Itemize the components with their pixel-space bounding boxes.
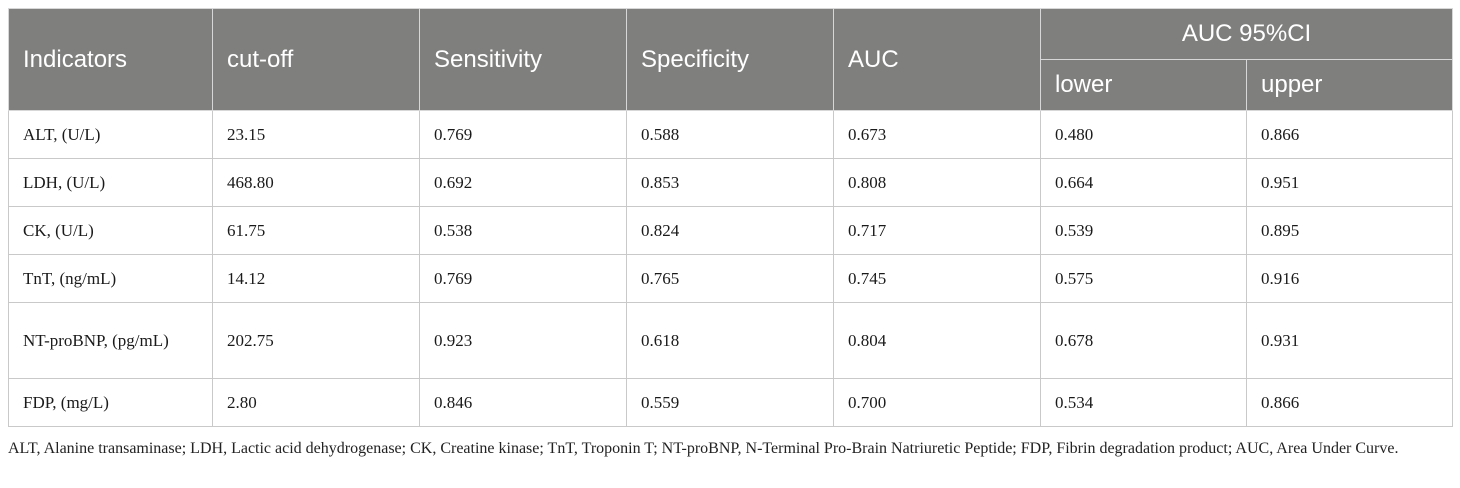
header-lower: lower bbox=[1040, 59, 1247, 111]
cell-specificity: 0.588 bbox=[626, 110, 834, 159]
cell-auc: 0.717 bbox=[833, 206, 1041, 255]
cell-lower: 0.539 bbox=[1040, 206, 1247, 255]
cell-auc: 0.808 bbox=[833, 158, 1041, 207]
header-auc-ci-group: AUC 95%CI bbox=[1040, 8, 1453, 60]
cell-sensitivity: 0.692 bbox=[419, 158, 627, 207]
cell-specificity: 0.824 bbox=[626, 206, 834, 255]
subheader-row: lower upper bbox=[9, 59, 1453, 111]
header-auc: AUC bbox=[833, 8, 1041, 111]
cell-upper: 0.866 bbox=[1246, 378, 1453, 427]
cell-indicator: LDH, (U/L) bbox=[8, 158, 213, 207]
results-table-container: Indicators cut-off Sensitivity Specifici… bbox=[8, 8, 1453, 427]
cell-upper: 0.866 bbox=[1246, 110, 1453, 159]
table-row: LDH, (U/L) 468.80 0.692 0.853 0.808 0.66… bbox=[8, 158, 1453, 207]
header-upper: upper bbox=[1246, 59, 1453, 111]
cell-upper: 0.931 bbox=[1246, 302, 1453, 379]
cell-auc: 0.745 bbox=[833, 254, 1041, 303]
header-indicators: Indicators bbox=[8, 8, 213, 111]
header-specificity: Specificity bbox=[626, 8, 834, 111]
cell-indicator: FDP, (mg/L) bbox=[8, 378, 213, 427]
cell-specificity: 0.765 bbox=[626, 254, 834, 303]
cell-upper: 0.916 bbox=[1246, 254, 1453, 303]
results-table: Indicators cut-off Sensitivity Specifici… bbox=[8, 8, 1453, 427]
table-row: ALT, (U/L) 23.15 0.769 0.588 0.673 0.480… bbox=[8, 110, 1453, 159]
cell-upper: 0.895 bbox=[1246, 206, 1453, 255]
cell-sensitivity: 0.769 bbox=[419, 110, 627, 159]
cell-cutoff: 202.75 bbox=[212, 302, 420, 379]
table-row: NT-proBNP, (pg/mL) 202.75 0.923 0.618 0.… bbox=[8, 302, 1453, 379]
table-row: CK, (U/L) 61.75 0.538 0.824 0.717 0.539 … bbox=[8, 206, 1453, 255]
table-footnote: ALT, Alanine transaminase; LDH, Lactic a… bbox=[8, 440, 1399, 457]
cell-indicator: NT-proBNP, (pg/mL) bbox=[8, 302, 213, 379]
header-cutoff: cut-off bbox=[212, 8, 420, 111]
cell-cutoff: 61.75 bbox=[212, 206, 420, 255]
cell-cutoff: 23.15 bbox=[212, 110, 420, 159]
cell-indicator: CK, (U/L) bbox=[8, 206, 213, 255]
header-row: Indicators cut-off Sensitivity Specifici… bbox=[8, 8, 1453, 111]
cell-sensitivity: 0.923 bbox=[419, 302, 627, 379]
cell-specificity: 0.853 bbox=[626, 158, 834, 207]
cell-cutoff: 14.12 bbox=[212, 254, 420, 303]
cell-sensitivity: 0.846 bbox=[419, 378, 627, 427]
cell-indicator: ALT, (U/L) bbox=[8, 110, 213, 159]
cell-indicator: TnT, (ng/mL) bbox=[8, 254, 213, 303]
cell-lower: 0.534 bbox=[1040, 378, 1247, 427]
cell-lower: 0.678 bbox=[1040, 302, 1247, 379]
cell-cutoff: 2.80 bbox=[212, 378, 420, 427]
cell-upper: 0.951 bbox=[1246, 158, 1453, 207]
cell-cutoff: 468.80 bbox=[212, 158, 420, 207]
cell-lower: 0.480 bbox=[1040, 110, 1247, 159]
cell-lower: 0.664 bbox=[1040, 158, 1247, 207]
cell-sensitivity: 0.538 bbox=[419, 206, 627, 255]
table-row: TnT, (ng/mL) 14.12 0.769 0.765 0.745 0.5… bbox=[8, 254, 1453, 303]
header-sensitivity: Sensitivity bbox=[419, 8, 627, 111]
cell-specificity: 0.559 bbox=[626, 378, 834, 427]
cell-auc: 0.804 bbox=[833, 302, 1041, 379]
cell-lower: 0.575 bbox=[1040, 254, 1247, 303]
cell-auc: 0.673 bbox=[833, 110, 1041, 159]
cell-auc: 0.700 bbox=[833, 378, 1041, 427]
cell-specificity: 0.618 bbox=[626, 302, 834, 379]
table-row: FDP, (mg/L) 2.80 0.846 0.559 0.700 0.534… bbox=[8, 378, 1453, 427]
cell-sensitivity: 0.769 bbox=[419, 254, 627, 303]
